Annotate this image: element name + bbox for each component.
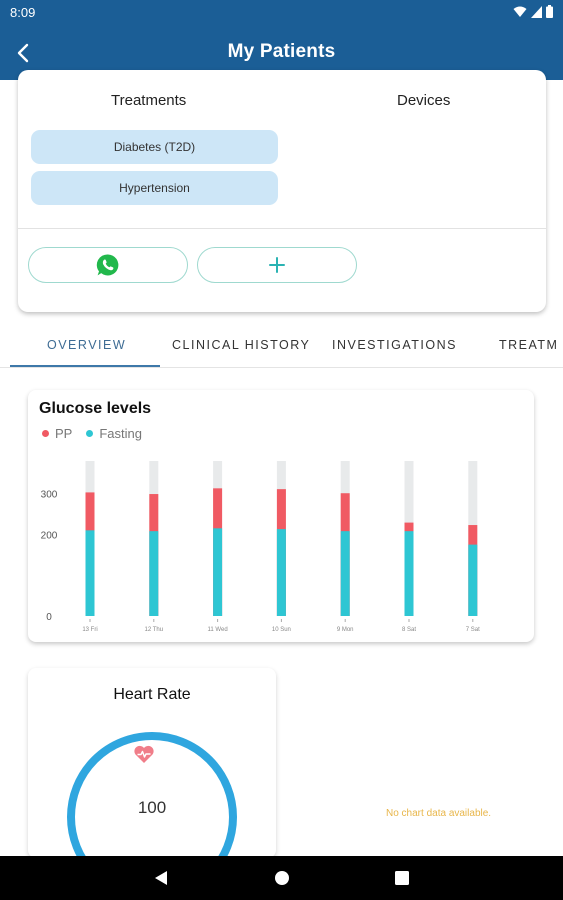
- nav-home-button[interactable]: [272, 868, 292, 888]
- tab-investigations[interactable]: INVESTIGATIONS: [332, 338, 457, 352]
- treatment-chip-diabetes[interactable]: Diabetes (T2D): [31, 130, 278, 164]
- whatsapp-button[interactable]: [28, 247, 188, 283]
- x-tick-label: 11 Wed: [208, 627, 228, 633]
- x-tick-label: 8 Sat: [402, 627, 416, 633]
- y-tick-label: 300: [41, 490, 58, 501]
- legend-item-fasting: Fasting: [86, 426, 142, 441]
- heart-pulse-icon: [134, 745, 154, 763]
- status-icons: [513, 5, 553, 18]
- nav-back-icon: [155, 871, 167, 885]
- x-tick-label: 9 Mon: [337, 627, 354, 633]
- heart-rate-ring: [67, 732, 237, 858]
- tab-bar: OVERVIEW CLINICAL HISTORY INVESTIGATIONS…: [0, 320, 563, 368]
- battery-icon: [546, 5, 553, 18]
- glucose-chart-card: Glucose levels PP Fasting 0 200 300 13 Fri 1…: [28, 390, 534, 642]
- arrow-back-icon: [17, 43, 29, 63]
- bar-fasting: [85, 530, 95, 616]
- page-title: My Patients: [227, 41, 336, 62]
- devices-heading: Devices: [397, 92, 451, 109]
- empty-chart-message: No chart data available.: [386, 808, 492, 819]
- nav-recents-icon: [395, 871, 409, 885]
- whatsapp-icon: [96, 254, 119, 276]
- heart-rate-value: 100: [137, 798, 167, 817]
- status-bar: 8:09: [0, 0, 563, 26]
- y-tick-label: 0: [46, 612, 52, 623]
- heart-rate-title: Heart Rate: [113, 686, 191, 703]
- heart-rate-card: Heart Rate 100: [28, 668, 276, 858]
- signal-icon: [531, 5, 542, 18]
- x-tick-label: 7 Sat: [466, 627, 480, 633]
- x-tick-label: 13 Fri: [82, 627, 97, 633]
- bar-fasting: [340, 531, 350, 616]
- active-tab-indicator: [10, 365, 160, 367]
- x-tick-label: 12 Thu: [145, 627, 164, 633]
- add-button[interactable]: [197, 247, 357, 283]
- chart-legend: PP Fasting: [42, 426, 142, 441]
- heart-rate-gauge: [67, 732, 237, 858]
- tab-treatments[interactable]: TREATM: [499, 338, 559, 352]
- bar-fasting: [404, 531, 414, 616]
- bar-fasting: [213, 528, 223, 616]
- nav-back-button[interactable]: [151, 868, 171, 888]
- plus-icon: [269, 257, 285, 273]
- bar-fasting: [276, 529, 286, 616]
- y-tick-label: 200: [41, 530, 58, 541]
- glucose-chart: 0 200 300 13 Fri 12 Thu 11 Wed 10 Sun 9 Mon 8 Sa…: [41, 461, 480, 633]
- tab-clinical-history[interactable]: CLINICAL HISTORY: [172, 338, 311, 352]
- treatment-chip-hypertension[interactable]: Hypertension: [31, 171, 278, 205]
- bar-fasting: [468, 544, 478, 616]
- legend-label-pp: PP: [55, 426, 73, 441]
- system-nav-bar: [0, 856, 563, 900]
- legend-dot-pp: [42, 430, 49, 437]
- status-time: 8:09: [10, 5, 36, 20]
- bar-fasting: [149, 531, 159, 616]
- wifi-icon: [513, 6, 527, 17]
- chart-title: Glucose levels: [39, 400, 152, 417]
- treatments-heading: Treatments: [111, 92, 187, 109]
- nav-home-icon: [275, 871, 289, 885]
- legend-label-fasting: Fasting: [99, 426, 142, 441]
- tab-overview[interactable]: OVERVIEW: [47, 338, 127, 352]
- card-divider: [18, 228, 546, 229]
- x-tick-label: 10 Sun: [272, 627, 291, 633]
- nav-recents-button[interactable]: [392, 868, 412, 888]
- patient-card: Treatments Devices Diabetes (T2D) Hypert…: [18, 70, 546, 312]
- back-button[interactable]: [10, 38, 40, 68]
- legend-item-pp: PP: [42, 426, 72, 441]
- legend-dot-fasting: [86, 430, 94, 437]
